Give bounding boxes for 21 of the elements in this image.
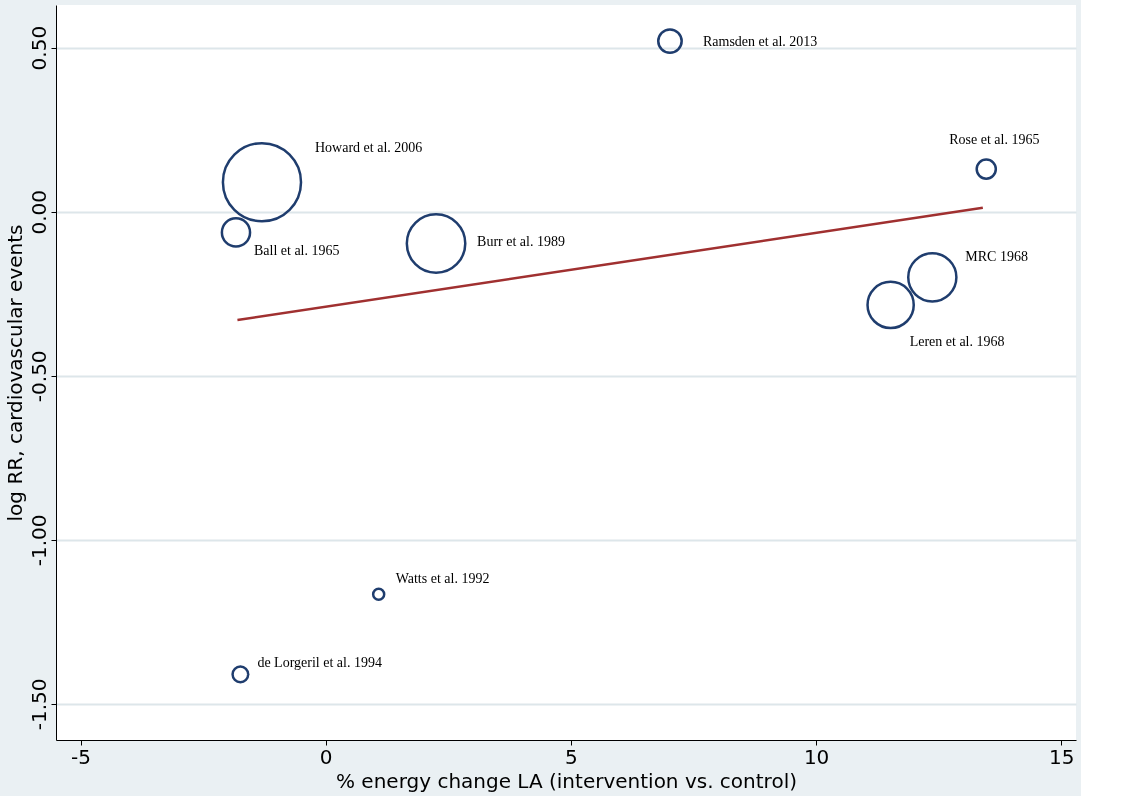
x-tick-label: 5 bbox=[565, 744, 578, 769]
annotation: Leren et al. 1968 bbox=[909, 333, 1005, 349]
annotation: Ball et al. 1965 bbox=[253, 243, 340, 259]
annotation: Burr et al. 1989 bbox=[477, 233, 565, 249]
x-axis-title: % energy change LA (intervention vs. control) bbox=[336, 768, 797, 793]
y-tick-label: 0.50 bbox=[26, 25, 51, 71]
annotation: Howard et al. 2006 bbox=[314, 140, 423, 156]
y-tick-label: -1.50 bbox=[26, 678, 51, 731]
x-tick-label: 10 bbox=[803, 744, 830, 769]
annotation: Ramsden et al. 2013 bbox=[702, 34, 818, 50]
y-tick-label: 0.00 bbox=[26, 189, 51, 235]
x-tick-label: -5 bbox=[71, 744, 91, 769]
annotation: Rose et al. 1965 bbox=[949, 132, 1040, 148]
y-tick-label: -1.00 bbox=[26, 514, 51, 567]
annotation: de Lorgeril et al. 1994 bbox=[257, 655, 382, 671]
x-tick-label: 15 bbox=[1049, 744, 1075, 769]
y-axis-title: log RR, cardiovascular events bbox=[2, 224, 27, 522]
x-tick-label: 0 bbox=[319, 744, 333, 769]
annotation: Watts et al. 1992 bbox=[395, 571, 490, 587]
annotation: MRC 1968 bbox=[965, 249, 1028, 265]
y-tick-label: -0.50 bbox=[26, 350, 51, 403]
